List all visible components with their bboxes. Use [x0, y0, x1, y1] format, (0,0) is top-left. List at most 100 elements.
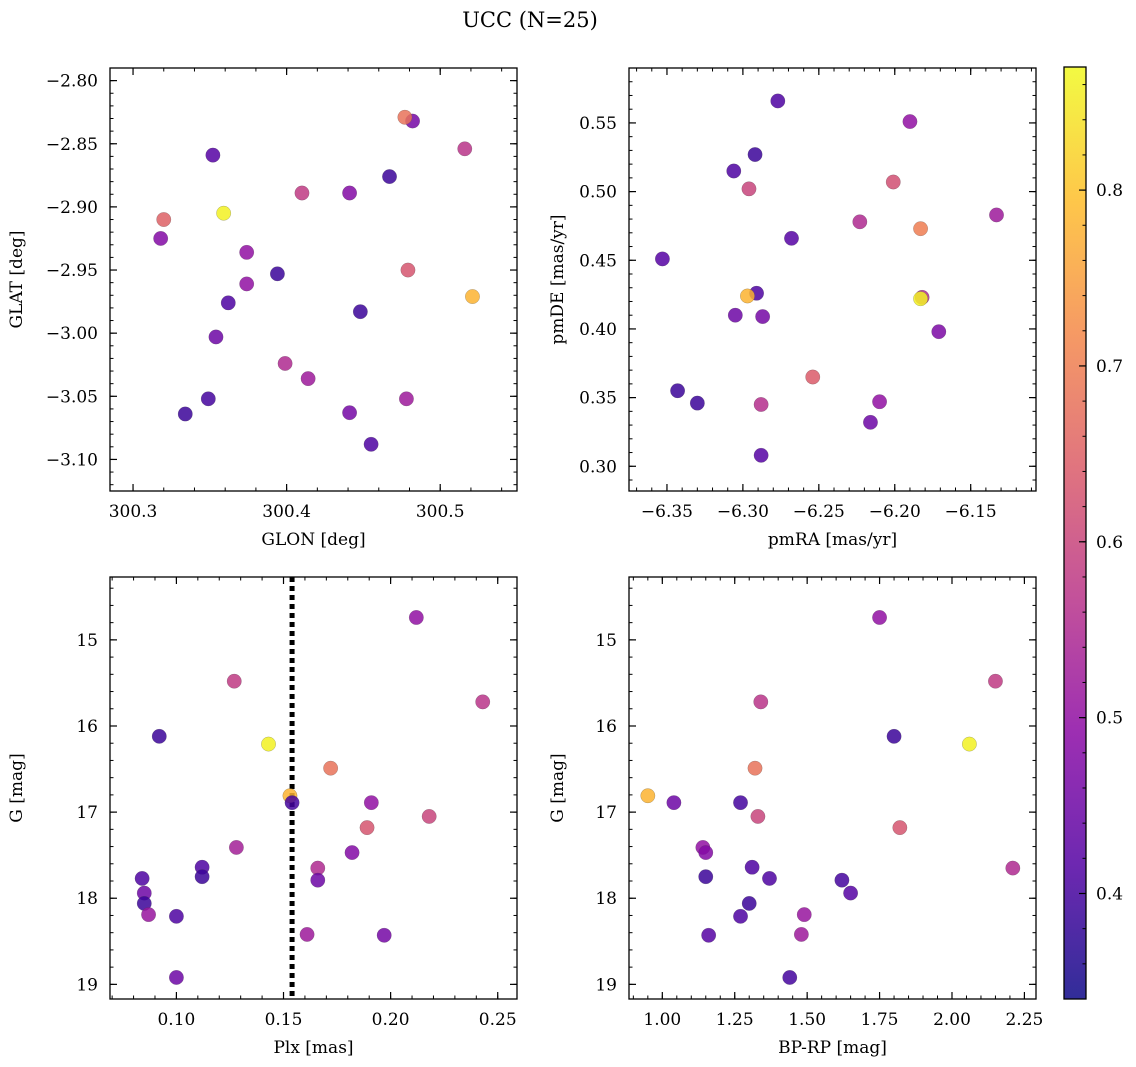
data-point: [323, 760, 339, 776]
x-tick-label: 1.25: [716, 1010, 754, 1030]
data-point: [753, 447, 769, 463]
data-point: [208, 329, 224, 345]
data-point: [194, 869, 210, 885]
data-point: [834, 872, 850, 888]
axes-frame: [628, 576, 1037, 1000]
x-tick-label: 1.75: [861, 1010, 899, 1030]
y-tick-label: −2.90: [46, 198, 98, 218]
data-point: [753, 397, 769, 412]
x-tick-label: 1.00: [643, 1010, 681, 1030]
data-point: [239, 276, 255, 292]
x-tick-label: −6.30: [717, 502, 769, 522]
data-point: [270, 266, 285, 282]
data-point: [200, 391, 216, 407]
data-point: [892, 820, 908, 836]
data-point: [153, 231, 169, 246]
panel-3: 0.10 0.15 0.20 0.25 15 16 17 18 19 Plx [mas] G [ma…: [7, 576, 518, 1058]
data-point: [726, 163, 742, 179]
x-tick-label: −6.25: [793, 502, 845, 522]
x-tick-label: 1.50: [788, 1010, 826, 1030]
x-tick-label: 0.10: [157, 1010, 195, 1030]
data-point: [931, 324, 947, 340]
data-point: [796, 907, 812, 922]
y-tick-label: 15: [76, 631, 98, 651]
data-point: [300, 371, 316, 387]
data-point: [747, 147, 763, 162]
data-point: [885, 174, 901, 190]
y-tick-label: 19: [76, 975, 98, 995]
data-point: [750, 809, 766, 824]
data-point: [733, 908, 748, 924]
y-tick-label: 17: [595, 803, 617, 823]
data-point: [872, 610, 887, 625]
data-point: [342, 405, 357, 421]
data-point: [239, 244, 255, 260]
data-point: [741, 181, 757, 197]
x-tick-label: 300.4: [262, 502, 311, 522]
data-point: [747, 760, 763, 776]
data-point: [741, 896, 757, 911]
colorbar-tick-label: 0.8: [1096, 181, 1123, 201]
panel-4: 1.00 1.25 1.50 1.75 2.00 2.25 15 16 17 18 19 BP-RP …: [548, 576, 1043, 1058]
data-point: [961, 736, 977, 752]
y-tick-label: −2.95: [46, 261, 98, 281]
x-tick-label: 2.25: [1005, 1010, 1043, 1030]
data-point: [1005, 860, 1021, 876]
data-point: [408, 610, 424, 625]
data-point: [770, 93, 786, 109]
data-point: [284, 795, 300, 811]
data-point: [216, 205, 232, 221]
data-point: [843, 885, 859, 901]
x-tick-label: 300.5: [416, 502, 465, 522]
data-point: [784, 230, 799, 246]
data-point: [177, 406, 193, 422]
data-point: [782, 970, 798, 985]
x-tick-label: −6.15: [945, 502, 997, 522]
data-point: [399, 391, 414, 407]
data-point: [655, 251, 670, 267]
data-point: [205, 147, 221, 163]
y-tick-label: 0.55: [579, 114, 617, 134]
x-tick-label: −6.35: [641, 502, 693, 522]
y-tick-label: 19: [595, 975, 617, 995]
y-tick-label: 15: [595, 631, 617, 651]
y-tick-label: −3.05: [46, 387, 98, 407]
data-point: [744, 859, 760, 875]
data-point: [640, 788, 656, 804]
data-point: [762, 871, 777, 886]
data-point: [852, 214, 868, 230]
data-point: [344, 845, 360, 860]
y-tick-label: −3.10: [46, 450, 98, 470]
y-axis-label: G [mag]: [7, 753, 27, 822]
axes-frame: [109, 576, 518, 1000]
data-point: [733, 795, 748, 811]
colorbar: 0.4 0.5 0.6 0.7 0.8: [1063, 66, 1123, 1000]
data-point: [382, 169, 397, 184]
data-point: [397, 109, 413, 125]
x-tick-label: 300.3: [109, 502, 158, 522]
data-point: [755, 309, 771, 324]
colorbar-tick-label: 0.6: [1096, 533, 1123, 553]
data-point: [701, 927, 717, 943]
x-tick-label: 0.25: [479, 1010, 517, 1030]
plot-area: [640, 610, 1021, 985]
y-tick-label: 0.30: [579, 457, 617, 477]
data-point: [169, 970, 184, 985]
data-point: [156, 212, 172, 227]
y-tick-label: 18: [595, 889, 617, 909]
y-axis-label: GLAT [deg]: [7, 230, 27, 328]
data-point: [228, 840, 244, 855]
data-point: [475, 694, 491, 710]
colorbar-gradient: [1064, 67, 1086, 999]
data-point: [134, 871, 150, 886]
data-point: [902, 114, 918, 129]
plot-area: [153, 109, 480, 452]
data-point: [698, 845, 714, 860]
data-point: [666, 795, 682, 811]
data-point: [363, 795, 379, 811]
x-tick-label: 0.20: [372, 1010, 410, 1030]
data-point: [376, 927, 392, 943]
data-point: [294, 185, 310, 201]
data-point: [299, 927, 315, 942]
